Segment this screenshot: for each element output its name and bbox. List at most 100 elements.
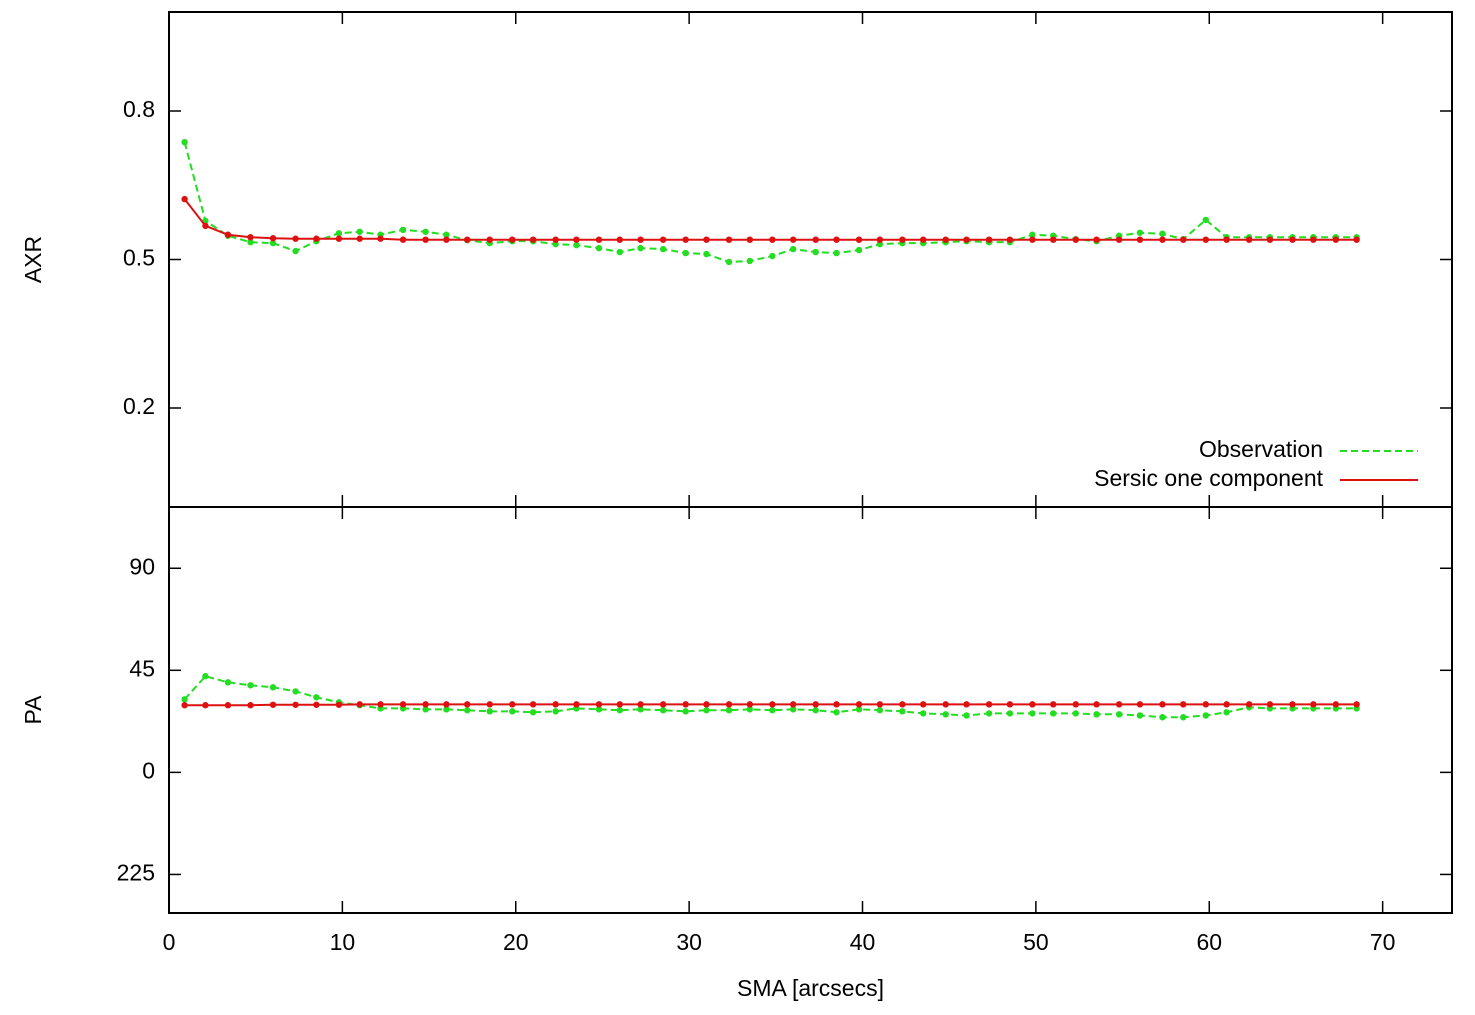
data-point (224, 702, 232, 709)
data-point (1029, 236, 1036, 243)
data-point (1136, 712, 1144, 719)
data-point (202, 222, 209, 230)
data-point (833, 701, 840, 708)
data-point (335, 230, 343, 237)
data-point (725, 236, 733, 243)
x-tick-label: 40 (850, 929, 876, 955)
data-point (1289, 236, 1296, 243)
data-point (963, 701, 970, 708)
data-point (202, 673, 209, 680)
y-axis-label: AXR (20, 236, 46, 283)
data-point (1072, 710, 1079, 717)
data-point (552, 236, 559, 243)
data-point (812, 236, 819, 243)
data-point (812, 707, 819, 714)
data-point (552, 701, 559, 708)
data-point (1115, 701, 1123, 708)
data-point (703, 250, 710, 258)
data-point (789, 245, 797, 253)
data-point (682, 249, 689, 257)
data-point (443, 231, 450, 238)
data-point (833, 249, 840, 257)
data-point (919, 710, 927, 717)
data-point (616, 236, 623, 243)
y-tick-label: 45 (129, 655, 155, 681)
data-point (443, 706, 450, 713)
data-point (1223, 236, 1230, 243)
data-point (746, 701, 754, 708)
data-point (876, 701, 884, 708)
data-point (789, 236, 797, 243)
data-point (812, 701, 819, 708)
data-point (855, 246, 863, 254)
data-point (1202, 236, 1210, 243)
x-tick-label: 20 (503, 929, 529, 955)
data-point (1115, 236, 1123, 243)
data-point (573, 241, 580, 249)
data-point (464, 707, 471, 714)
data-point (1266, 236, 1274, 243)
data-point (399, 701, 407, 708)
data-point (1310, 236, 1317, 243)
data-point (573, 701, 580, 708)
data-point (942, 701, 949, 708)
data-point (703, 707, 710, 714)
data-point (1159, 714, 1166, 721)
data-point (1180, 714, 1187, 721)
data-point (876, 240, 884, 248)
data-point (985, 236, 993, 243)
data-point (746, 236, 754, 243)
y-tick-label: 0.2 (123, 393, 155, 419)
data-point (595, 236, 603, 243)
data-point (1050, 710, 1057, 717)
x-tick-label: 60 (1196, 929, 1222, 955)
data-point (224, 679, 232, 686)
data-point (443, 701, 450, 708)
data-point (985, 701, 993, 708)
y-tick-label: 0.8 (123, 96, 155, 122)
data-point (247, 702, 254, 709)
data-point (616, 707, 623, 714)
data-point (399, 236, 407, 243)
data-point (1006, 701, 1014, 708)
data-point (1093, 711, 1100, 718)
data-point (942, 711, 949, 718)
data-point (725, 258, 733, 266)
data-point (985, 710, 993, 717)
data-point (616, 248, 623, 256)
y-tick-label: 225 (117, 860, 155, 886)
data-point (703, 236, 710, 243)
data-point (292, 688, 299, 695)
plot-frame (168, 506, 1453, 914)
data-point (725, 707, 733, 714)
data-point (637, 236, 644, 243)
data-point (812, 248, 819, 256)
data-point (529, 701, 537, 708)
data-point (703, 701, 710, 708)
data-point (422, 701, 429, 708)
data-point (1310, 701, 1317, 708)
data-point (876, 236, 884, 243)
data-point (356, 235, 363, 242)
data-point (746, 706, 754, 713)
y-tick-label: 0.5 (123, 245, 155, 271)
data-point (1136, 701, 1144, 708)
data-point (529, 709, 537, 716)
data-point (789, 706, 797, 713)
data-point (356, 701, 363, 708)
data-point (509, 708, 516, 715)
data-point (486, 708, 493, 715)
data-point (595, 706, 603, 713)
data-point (1072, 236, 1079, 243)
data-point (769, 236, 776, 243)
data-point (269, 235, 277, 242)
data-point (1180, 236, 1187, 243)
data-point (1353, 701, 1360, 708)
data-point (1136, 229, 1144, 236)
data-point (313, 235, 320, 242)
data-point (1093, 236, 1100, 243)
y-axis-label: PA (20, 695, 46, 725)
y-tick-label: 0 (142, 757, 155, 783)
data-point (1029, 231, 1036, 238)
